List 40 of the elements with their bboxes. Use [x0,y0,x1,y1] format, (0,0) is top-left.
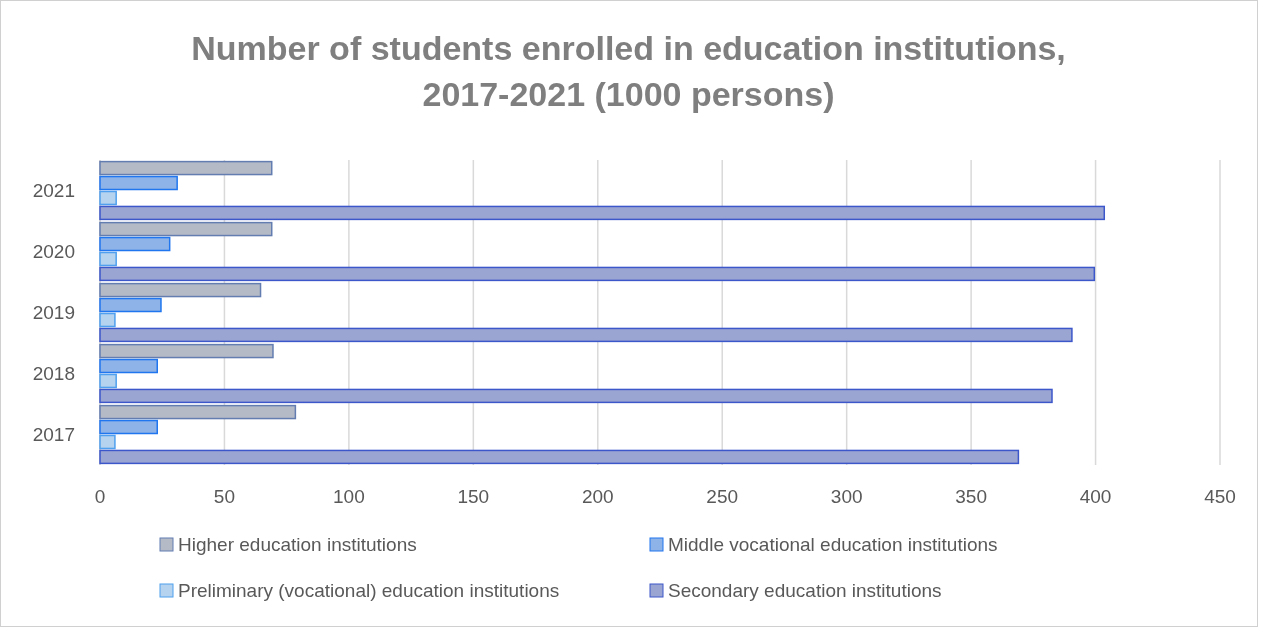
bar [99,312,116,328]
bar [99,434,116,450]
x-tick-label: 0 [94,486,106,507]
x-tick-label: 250 [706,486,739,507]
bar [99,388,1053,404]
bar [99,419,158,435]
bar [99,373,117,389]
bar [99,190,117,206]
x-tick-label: 150 [457,486,490,507]
legend-label: Preliminary (vocational) education institutions [178,580,560,601]
x-tick-label: 450 [1204,486,1236,507]
bar [99,175,178,191]
bar [99,404,297,420]
bar [99,327,1073,343]
x-tick-label: 100 [333,486,365,507]
y-tick-label: 2020 [32,240,75,262]
bar [99,160,273,176]
bar [99,236,171,252]
y-tick-label: 2018 [32,362,75,384]
bar [99,266,1096,282]
bar [99,205,1106,221]
x-tick-label: 350 [955,486,987,507]
bar [99,449,1020,465]
bar [99,282,262,298]
y-tick-label: 2021 [32,179,75,201]
y-tick-label: 2019 [32,301,75,323]
bar [99,251,117,267]
x-tick-label: 400 [1079,486,1112,507]
x-tick-label: 50 [213,486,236,507]
bar [99,221,273,237]
bar [99,297,162,313]
bar [99,358,158,374]
legend-label: Higher education institutions [178,534,417,555]
bar [99,343,274,359]
chart-title: Number of students enrolled in education institutions, 2017-2021 (1000 persons) [191,29,1066,113]
legend-label: Middle vocational education institutions [668,534,998,555]
x-tick-label: 200 [581,486,614,507]
legend-label: Secondary education institutions [668,580,942,601]
x-tick-label: 300 [830,486,863,507]
y-tick-label: 2017 [32,423,75,445]
